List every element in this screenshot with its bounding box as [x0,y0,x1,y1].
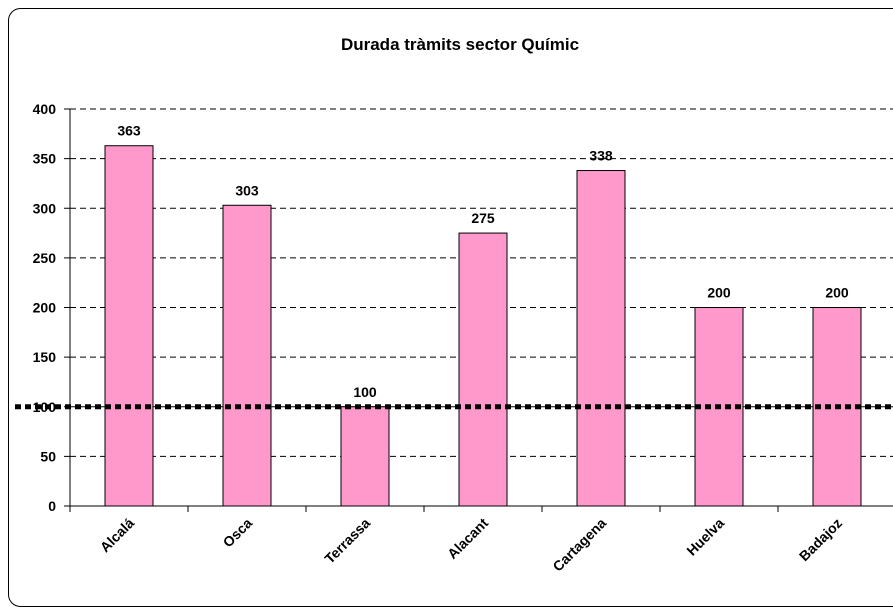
y-tick-label: 350 [33,151,57,167]
data-label: 275 [471,210,495,226]
chart-title: Durada tràmits sector Químic [341,35,579,54]
y-tick-label: 200 [33,300,57,316]
y-tick-label: 50 [40,448,56,464]
y-tick-label: 0 [48,498,56,514]
y-tick-label: 300 [33,200,57,216]
bar [576,170,626,507]
bar [104,145,154,507]
y-tick-label: 100 [33,399,57,415]
data-label: 363 [117,123,141,139]
data-label: 100 [353,384,377,400]
y-tick-label: 400 [33,101,57,117]
bar [458,232,508,507]
y-tick-label: 150 [33,349,57,365]
bar [222,204,272,507]
data-label: 200 [707,285,731,301]
data-label: 303 [235,182,259,198]
y-tick-label: 250 [33,250,57,266]
data-label: 200 [825,285,849,301]
data-label: 338 [589,148,613,164]
bar [340,406,390,507]
